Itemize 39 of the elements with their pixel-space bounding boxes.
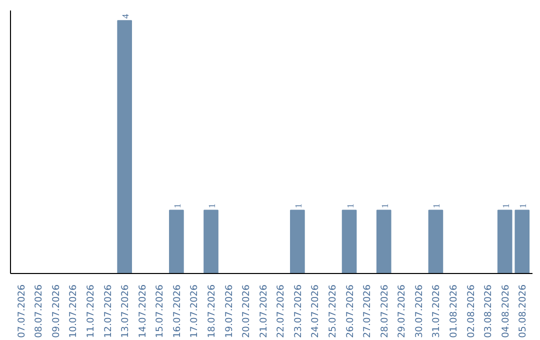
x-tick-label: 27.07.2026 xyxy=(362,284,374,338)
x-tick-label: 09.07.2026 xyxy=(50,284,62,338)
x-tick-label: 03.08.2026 xyxy=(483,284,494,338)
data-label: 1 xyxy=(380,203,391,208)
data-label: 4 xyxy=(122,14,132,19)
x-tick-label: 15.07.2026 xyxy=(154,284,166,338)
data-label: 1 xyxy=(173,203,184,208)
x-tick-label: 31.07.2026 xyxy=(431,284,442,338)
x-tick-label: 04.08.2026 xyxy=(500,284,512,338)
x-tick-label: 18.07.2026 xyxy=(206,284,218,338)
x-tick-label: 02.08.2026 xyxy=(466,284,477,338)
x-tick-label: 22.07.2026 xyxy=(276,284,287,338)
x-tick-label: 26.07.2026 xyxy=(344,284,356,338)
x-tick-label: 16.07.2026 xyxy=(172,284,183,338)
x-tick-label: 11.07.2026 xyxy=(86,284,97,338)
x-tick-label: 08.07.2026 xyxy=(34,284,45,338)
data-label: 1 xyxy=(432,203,443,208)
x-tick-label: 24.07.2026 xyxy=(310,284,322,338)
x-tick-label: 13.07.2026 xyxy=(120,284,132,338)
x-tick-label: 19.07.2026 xyxy=(224,284,235,338)
data-label: 1 xyxy=(294,203,304,208)
x-tick-label: 10.07.2026 xyxy=(68,284,80,338)
x-tick-label: 25.07.2026 xyxy=(327,284,338,338)
x-tick-label: 28.07.2026 xyxy=(379,284,390,338)
data-label: 1 xyxy=(519,203,530,208)
data-label: 1 xyxy=(346,203,356,208)
x-tick-label: 17.07.2026 xyxy=(189,284,200,338)
x-tick-label: 07.07.2026 xyxy=(16,284,28,338)
x-tick-label: 12.07.2026 xyxy=(102,284,114,338)
data-label: 1 xyxy=(208,203,218,208)
x-tick-label: 05.08.2026 xyxy=(518,284,529,338)
x-tick-label: 21.07.2026 xyxy=(258,284,270,338)
x-tick-label: 20.07.2026 xyxy=(241,284,252,338)
x-tick-label: 23.07.2026 xyxy=(292,284,304,338)
x-tick-label: 30.07.2026 xyxy=(414,284,425,338)
data-label: 1 xyxy=(502,203,512,208)
x-tick-label: 14.07.2026 xyxy=(137,284,148,338)
x-tick-label: 01.08.2026 xyxy=(448,284,460,338)
x-tick-label: 29.07.2026 xyxy=(396,284,408,338)
